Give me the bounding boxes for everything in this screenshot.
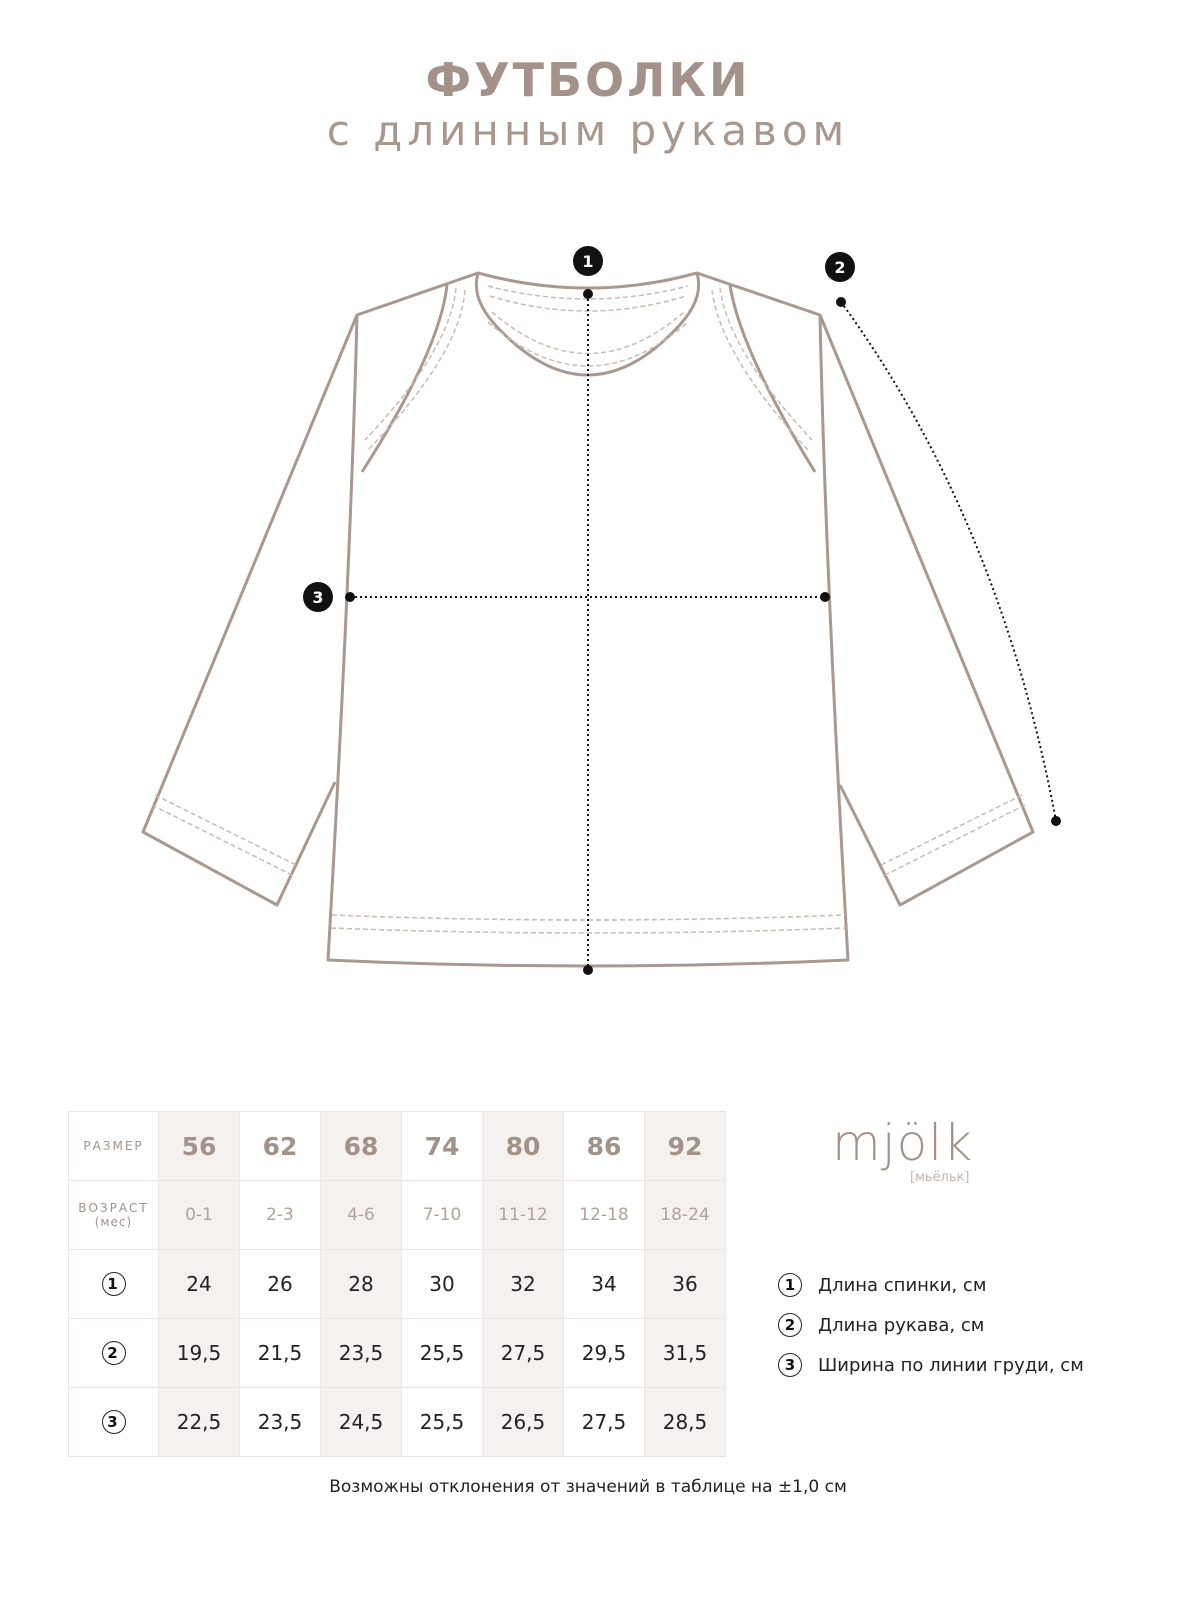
value-cell: 29,5	[563, 1318, 645, 1388]
page-title: ФУТБОЛКИ	[425, 53, 751, 107]
value-cell: 19,5	[158, 1318, 240, 1388]
value-cell: 36	[644, 1249, 726, 1319]
marker-3-icon: 3	[778, 1353, 802, 1377]
table-row: 2 19,5 21,5 23,5 25,5 27,5 29,5 31,5	[68, 1318, 726, 1388]
age-unit: (мес)	[94, 1215, 133, 1229]
value-cell: 25,5	[401, 1387, 483, 1457]
value-cell: 24,5	[320, 1387, 402, 1457]
size-cell: 56	[158, 1111, 240, 1181]
age-cell: 12-18	[563, 1180, 645, 1250]
age-cell: 4-6	[320, 1180, 402, 1250]
measure-sleeve-length	[840, 301, 1057, 822]
age-cell: 18-24	[644, 1180, 726, 1250]
marker-3	[303, 582, 333, 612]
value-cell: 32	[482, 1249, 564, 1319]
value-cell: 26,5	[482, 1387, 564, 1457]
brand-logo: mjölk [мьёльк]	[832, 1114, 974, 1185]
size-cell: 92	[644, 1111, 726, 1181]
size-cell: 68	[320, 1111, 402, 1181]
legend-label: Ширина по линии груди, см	[818, 1354, 1084, 1376]
logo-text: mjölk	[832, 1114, 974, 1172]
row-marker-cell: 3	[68, 1387, 159, 1457]
table-row-size: РАЗМЕР 56 62 68 74 80 86 92	[68, 1111, 726, 1181]
value-cell: 30	[401, 1249, 483, 1319]
value-cell: 27,5	[482, 1318, 564, 1388]
value-cell: 23,5	[239, 1387, 321, 1457]
marker-1-label: 1	[582, 252, 593, 271]
value-cell: 31,5	[644, 1318, 726, 1388]
value-cell: 34	[563, 1249, 645, 1319]
table-row-age: ВОЗРАСТ (мес) 0-1 2-3 4-6 7-10 11-12 12-1…	[68, 1180, 726, 1250]
left-sleeve	[141, 314, 359, 907]
marker-3-icon: 3	[101, 1410, 126, 1434]
shirt-diagram: 1 2 3	[141, 246, 1061, 975]
value-cell: 21,5	[239, 1318, 321, 1388]
value-cell: 22,5	[158, 1387, 240, 1457]
marker-1-icon: 1	[778, 1273, 802, 1297]
size-header: РАЗМЕР	[68, 1111, 159, 1181]
shirt-outline	[326, 271, 850, 968]
value-cell: 28,5	[644, 1387, 726, 1457]
value-cell: 27,5	[563, 1387, 645, 1457]
value-cell: 28	[320, 1249, 402, 1319]
tolerance-note: Возможны отклонения от значений в таблиц…	[329, 1477, 847, 1497]
age-cell: 2-3	[239, 1180, 321, 1250]
age-cell: 11-12	[482, 1180, 564, 1250]
size-table: РАЗМЕР 56 62 68 74 80 86 92 ВОЗРАСТ (мес)…	[68, 1111, 726, 1457]
legend-item: 1 Длина спинки, см	[778, 1265, 1084, 1305]
right-sleeve	[818, 314, 1035, 907]
value-cell: 24	[158, 1249, 240, 1319]
marker-2	[825, 252, 855, 282]
marker-2-icon: 2	[101, 1341, 126, 1365]
marker-3-label: 3	[312, 588, 323, 607]
value-cell: 26	[239, 1249, 321, 1319]
row-marker-cell: 1	[68, 1249, 159, 1319]
age-header: ВОЗРАСТ (мес)	[68, 1180, 159, 1250]
right-raglan	[728, 284, 817, 473]
table-row: 3 22,5 23,5 24,5 25,5 26,5 27,5 28,5	[68, 1387, 726, 1457]
measurement-legend: 1 Длина спинки, см 2 Длина рукава, см 3 Шир…	[778, 1265, 1084, 1385]
marker-1-icon: 1	[101, 1272, 126, 1296]
page-subtitle: с длинным рукавом	[326, 106, 850, 155]
size-cell: 80	[482, 1111, 564, 1181]
table-row: 1 24 26 28 30 32 34 36	[68, 1249, 726, 1319]
size-cell: 86	[563, 1111, 645, 1181]
marker-2-label: 2	[834, 258, 845, 277]
size-cell: 74	[401, 1111, 483, 1181]
marker-1	[573, 246, 603, 276]
row-marker-cell: 2	[68, 1318, 159, 1388]
legend-label: Длина спинки, см	[818, 1274, 987, 1296]
age-cell: 7-10	[401, 1180, 483, 1250]
marker-2-icon: 2	[778, 1313, 802, 1337]
value-cell: 25,5	[401, 1318, 483, 1388]
legend-item: 2 Длина рукава, см	[778, 1305, 1084, 1345]
size-cell: 62	[239, 1111, 321, 1181]
legend-label: Длина рукава, см	[818, 1314, 985, 1336]
value-cell: 23,5	[320, 1318, 402, 1388]
logo-subtext: [мьёльк]	[910, 1170, 970, 1185]
age-cell: 0-1	[158, 1180, 240, 1250]
legend-item: 3 Ширина по линии груди, см	[778, 1345, 1084, 1385]
left-raglan	[360, 284, 449, 473]
age-label: ВОЗРАСТ	[78, 1201, 149, 1215]
